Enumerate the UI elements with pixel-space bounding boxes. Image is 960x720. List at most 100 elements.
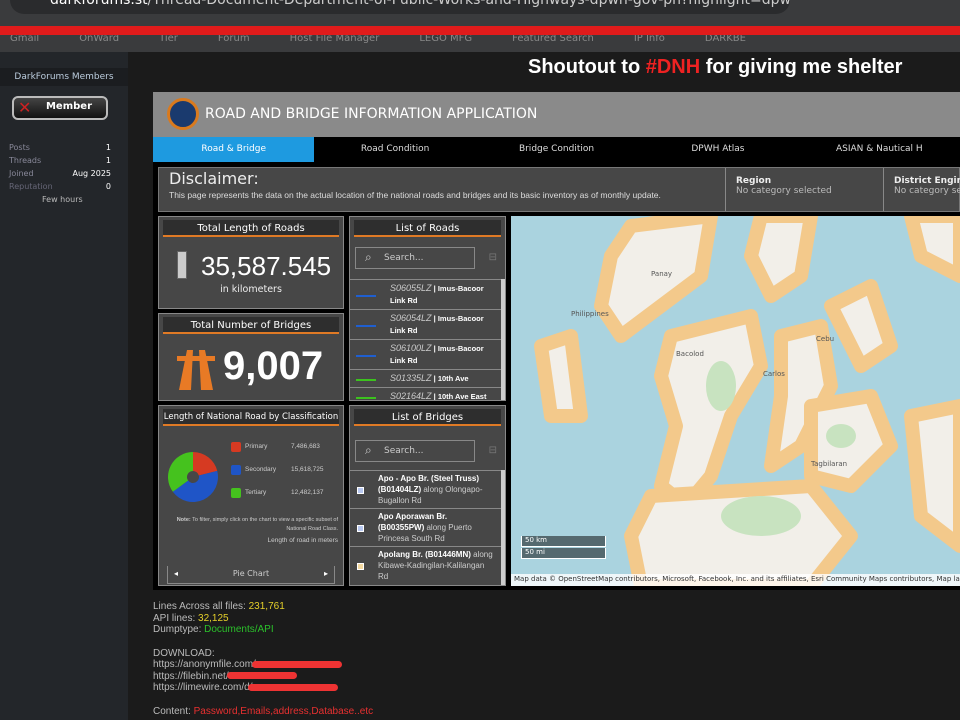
bridge-road: along Puerto Princesa South Rd [378, 523, 472, 543]
chart-title: Length of National Road by Classificatio… [163, 409, 339, 426]
bridge-list-item[interactable]: Apo Aporawan Br. (B00355PW) along Puerto… [350, 508, 501, 546]
pie-slice-primary[interactable] [193, 452, 218, 476]
region-filter[interactable]: Region No category selected [725, 168, 883, 211]
bridge-icon [357, 524, 364, 532]
bridge-search-input[interactable]: Search... [355, 440, 475, 462]
sidebar-title: DarkForums Members [0, 68, 128, 86]
legend-value: 7,486,683 [291, 443, 320, 450]
bookmark[interactable]: DARKBE [704, 33, 746, 44]
road-list-item[interactable]: S06054LZ | Imus-Bacoor Link Rd [350, 309, 501, 339]
bookmark[interactable]: Gmail [10, 33, 40, 44]
card-title: List of Bridges [354, 409, 501, 426]
road-name: Imus-Bacoor Link Rd [390, 314, 484, 335]
road-list-item[interactable]: S02164LZ | 10th Ave East [350, 387, 501, 401]
road-name: 10th Ave [437, 374, 469, 383]
card-title: Total Number of Bridges [163, 317, 339, 334]
legend-swatch [231, 488, 241, 498]
road-line-swatch [356, 294, 376, 297]
chart-unit-note: Length of road in meters [267, 537, 338, 544]
road-list-item[interactable]: S06055LZ | Imus-Bacoor Link Rd [350, 279, 501, 309]
road-list-item[interactable]: S06100LZ | Imus-Bacoor Link Rd [350, 339, 501, 369]
app-title: ROAD AND BRIDGE INFORMATION APPLICATION [205, 106, 538, 122]
road-code: S06055LZ [390, 283, 432, 293]
app-header: ROAD AND BRIDGE INFORMATION APPLICATION [153, 92, 960, 137]
bridge-road: along Olongapo-Bugallon Rd [378, 485, 483, 505]
legend-label: Primary [245, 443, 268, 450]
bridge-list-scrollbar[interactable] [501, 470, 505, 585]
road-name: 10th Ave East [437, 392, 487, 401]
road-name: Imus-Bacoor Link Rd [390, 344, 484, 365]
bookmarks-bar: Gmail OnWard Tier Forum Host File Manager LEG… [10, 33, 746, 44]
legend-value: 15,618,725 [291, 466, 324, 473]
tab-bridge-condition[interactable]: Bridge Condition [518, 144, 595, 154]
redaction [251, 660, 342, 668]
chart-type-label: Pie Chart [232, 569, 270, 578]
map-label: Tagbilaran [810, 460, 847, 468]
road-list-item[interactable]: S01335LZ | 10th Ave [350, 369, 501, 387]
redaction-line [0, 26, 960, 35]
stat-reputation: Reputation 0 [9, 182, 111, 191]
legend-item[interactable]: Tertiary 12,482,137 [231, 488, 341, 511]
download-link[interactable]: https://anonymfile.com/ [153, 659, 373, 671]
pie-slice-secondary[interactable] [172, 470, 218, 502]
pie-slice-tertiary[interactable] [168, 452, 193, 492]
tab-road-bridge[interactable]: Road & Bridge [153, 137, 315, 162]
dumptype-line: Dumptype: Documents/API [153, 624, 274, 635]
road-bridge-map[interactable]: Panay Philippines Cebu Bacolod Carlos Ta… [511, 216, 960, 586]
post-body: Lines Across all files: 231,761 API line… [153, 601, 373, 717]
shoutout-text: Shoutout to #DNH for giving me shelter [528, 56, 903, 78]
map-attribution: Map data © OpenStreetMap contributors, M… [511, 574, 960, 586]
card-title: Total Length of Roads [163, 220, 339, 237]
road-search-input[interactable]: Search... [355, 247, 475, 269]
chart-pager: ◂ Pie Chart ▸ [167, 566, 335, 584]
bookmark[interactable]: Tier [159, 33, 178, 44]
road-name: Imus-Bacoor Link Rd [390, 284, 484, 305]
scale-mi: 50 mi [521, 548, 606, 559]
roads-unit: in kilometers [220, 284, 282, 295]
total-roads-value: 35,587.545 [201, 251, 332, 281]
road-list-scrollbar[interactable] [501, 279, 505, 400]
legend-label: Tertiary [245, 489, 267, 496]
filter-icon[interactable]: ⊟ [488, 252, 497, 263]
dpwh-app-screenshot: ROAD AND BRIDGE INFORMATION APPLICATION … [153, 92, 960, 590]
bridge-list-item[interactable]: Apo - Apo Br. (Steel Truss) (B01404LZ) a… [350, 470, 501, 508]
bookmark[interactable]: Host File Manager [289, 33, 380, 44]
stat-threads: Threads 1 [9, 156, 111, 165]
tab-road-condition[interactable]: Road Condition [360, 144, 430, 154]
prev-chart-icon[interactable]: ◂ [174, 569, 179, 578]
road-code: S01335LZ [390, 373, 432, 383]
pie-chart[interactable] [167, 451, 219, 503]
address-bar[interactable]: darkforums.st/Thread-Document-Department… [10, 0, 790, 14]
bookmark[interactable]: OnWard [79, 33, 120, 44]
stat-joined: Joined Aug 2025 [9, 169, 111, 178]
legend-swatch [231, 442, 241, 452]
bridge-icon [357, 486, 364, 494]
dpwh-logo [167, 98, 199, 130]
bridge-list-item[interactable]: Apolang Br. (B01446MN) along Kibawe-Kadi… [350, 546, 501, 584]
district-filter[interactable]: District EngineerNo category sele [883, 168, 960, 211]
stat-posts: Posts 1 [9, 143, 111, 152]
map-islands: Panay Philippines Cebu Bacolod Carlos Ta… [534, 216, 960, 586]
download-link[interactable]: https://limewire.com/d/ [153, 682, 373, 694]
total-bridges-card: Total Number of Bridges 9,007 [158, 313, 344, 401]
download-link[interactable]: https://filebin.net/t [153, 671, 373, 683]
legend-value: 12,482,137 [291, 489, 324, 496]
legend-label: Secondary [245, 466, 277, 473]
legend-item[interactable]: Primary 7,486,683 [231, 442, 341, 465]
tab-asian-nautical[interactable]: ASIAN & Nautical H [835, 144, 923, 154]
member-sidebar [0, 52, 128, 720]
bridge-list: Apo - Apo Br. (Steel Truss) (B01404LZ) a… [350, 470, 501, 584]
last-seen: Few hours [42, 195, 83, 204]
disclaimer-title: Disclaimer: [169, 169, 259, 188]
url-host: darkforums.st [50, 0, 148, 8]
bookmark[interactable]: LEGO MFG [419, 33, 473, 44]
next-chart-icon[interactable]: ▸ [323, 569, 328, 578]
tab-dpwh-atlas[interactable]: DPWH Atlas [691, 144, 745, 154]
filter-icon[interactable]: ⊟ [488, 445, 497, 456]
bookmark[interactable]: IP Info [633, 33, 665, 44]
bookmark[interactable]: Forum [217, 33, 250, 44]
bridge-list-card: List of Bridges Search... ⊟ Apo - Apo Br… [349, 405, 506, 586]
legend-item[interactable]: Secondary 15,618,725 [231, 465, 341, 488]
bookmark[interactable]: Featured Search [512, 33, 594, 44]
map-label: Panay [651, 270, 672, 278]
